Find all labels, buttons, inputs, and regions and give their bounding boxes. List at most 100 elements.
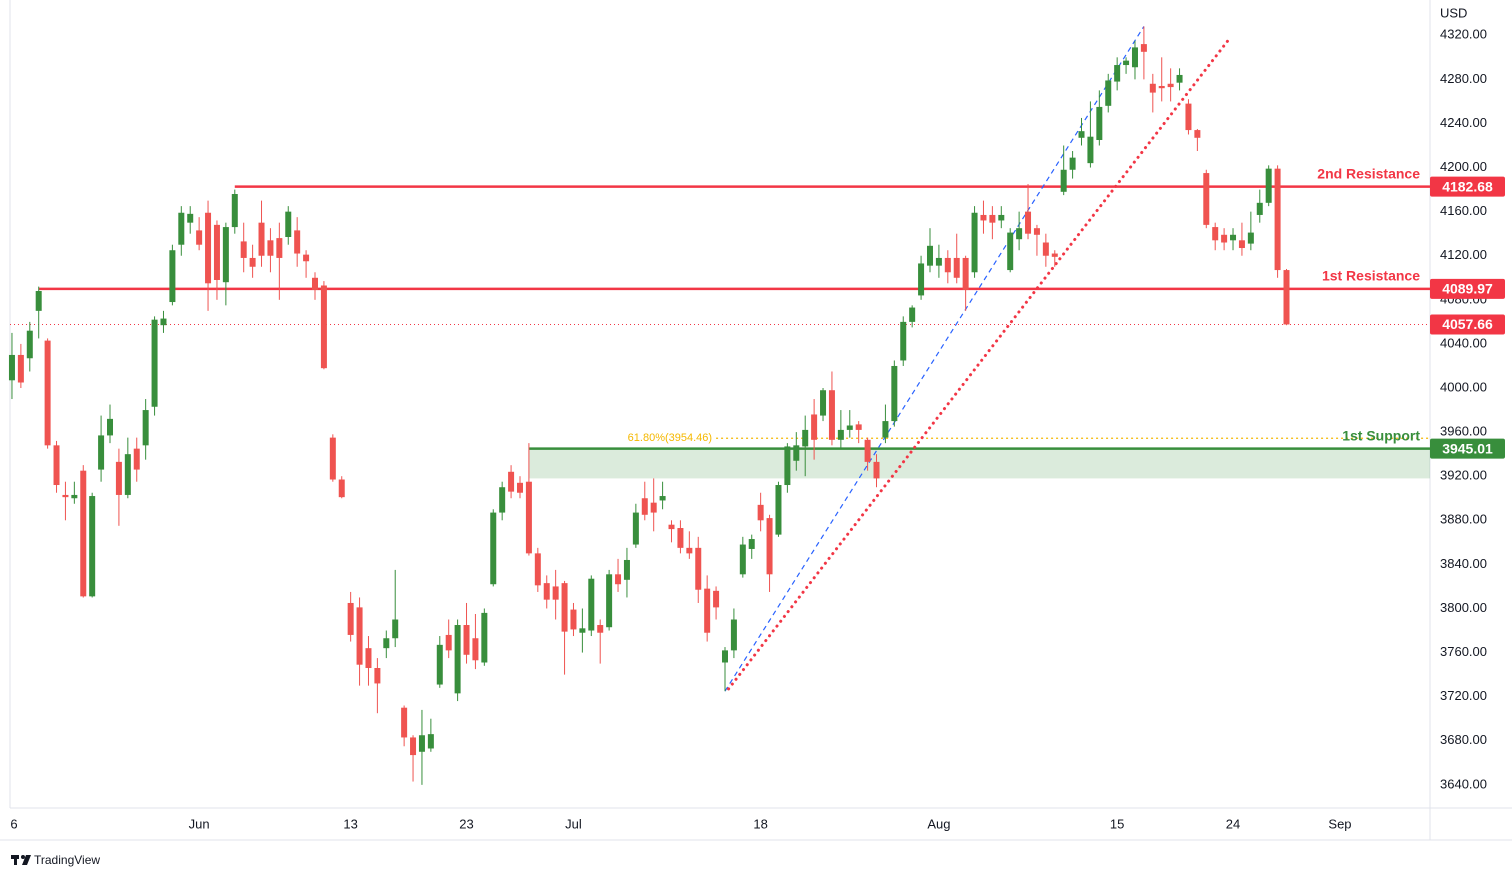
candle-body <box>26 330 33 359</box>
candle-body <box>953 257 960 278</box>
y-tick-label: 4120.00 <box>1440 247 1487 262</box>
candle-body <box>677 528 684 548</box>
candle-body <box>267 240 274 256</box>
candle-body <box>1203 173 1210 225</box>
candle-body <box>623 559 630 580</box>
candle-body <box>401 707 408 738</box>
y-tick-label: 3640.00 <box>1440 776 1487 791</box>
candle-body <box>249 257 256 267</box>
brand-logo <box>11 855 31 865</box>
candle-body <box>80 470 87 597</box>
x-tick-label: 23 <box>459 816 473 831</box>
candle-body <box>124 454 131 495</box>
candle-body <box>1212 227 1219 241</box>
candle-body <box>1256 202 1263 215</box>
y-tick-label: 3680.00 <box>1440 732 1487 747</box>
candle-body <box>508 471 515 492</box>
candle-body <box>980 214 987 221</box>
candle-body <box>187 213 194 223</box>
level-value: 4089.97 <box>1442 281 1493 297</box>
candle-body <box>490 512 497 585</box>
currency-label: USD <box>1440 5 1467 20</box>
y-tick-label: 3880.00 <box>1440 512 1487 527</box>
candle-body <box>748 539 755 549</box>
candle-body <box>989 214 996 223</box>
candle-body <box>1194 130 1201 138</box>
candle-body <box>392 619 399 639</box>
candle-body <box>1042 242 1049 256</box>
x-tick-label: 6 <box>10 816 17 831</box>
level-value: 3945.01 <box>1442 440 1493 456</box>
candle-body <box>1185 103 1192 131</box>
level-label: 1st Support <box>1342 427 1420 443</box>
candle-body <box>775 485 782 535</box>
candle-body <box>1033 228 1040 235</box>
candle-body <box>820 390 827 416</box>
candle-body <box>570 609 577 630</box>
candle-body <box>1114 65 1121 82</box>
candle-body <box>784 446 791 486</box>
y-tick-label: 3760.00 <box>1440 644 1487 659</box>
y-tick-label: 4160.00 <box>1440 203 1487 218</box>
candle-body <box>383 638 390 649</box>
candle-body <box>606 574 613 628</box>
candle-body <box>864 439 871 462</box>
candle-body <box>285 211 292 237</box>
candle-body <box>107 418 114 436</box>
candle-body <box>231 194 238 228</box>
x-tick-label: Aug <box>927 816 950 831</box>
candle-body <box>1060 169 1067 192</box>
brand: TradingView <box>34 853 100 867</box>
candle-body <box>534 553 541 586</box>
candle-body <box>588 578 595 631</box>
candle-body <box>98 435 105 470</box>
candle-body <box>213 224 220 280</box>
candle-body <box>721 650 728 663</box>
level-box <box>1430 176 1505 197</box>
fib-label: 61.80%(3954.46) <box>628 432 712 444</box>
candle-body <box>1230 234 1237 241</box>
candle-body <box>704 588 711 633</box>
candle-body <box>481 612 488 663</box>
candle-body <box>1078 131 1085 138</box>
candle-body <box>1158 85 1165 89</box>
candle-body <box>597 625 604 633</box>
candle-body <box>445 634 452 651</box>
candle-body <box>196 230 203 245</box>
candle-body <box>971 212 978 273</box>
candle-body <box>427 734 434 749</box>
candle-body <box>1221 234 1228 243</box>
candle-body <box>53 445 60 486</box>
candle-body <box>615 574 622 585</box>
candle-body <box>828 390 835 440</box>
candle-body <box>71 494 78 499</box>
y-tick-label: 3920.00 <box>1440 468 1487 483</box>
candle-body <box>1131 47 1138 68</box>
candle-body <box>846 425 853 430</box>
candle-body <box>713 590 720 608</box>
level-value: 4182.68 <box>1442 178 1493 194</box>
candle-body <box>1123 60 1130 66</box>
x-tick-label: Sep <box>1328 816 1351 831</box>
candle-body <box>89 496 96 597</box>
y-tick-label: 3800.00 <box>1440 600 1487 615</box>
candle-body <box>641 498 648 515</box>
candle-body <box>891 365 898 422</box>
candle-body <box>766 518 773 575</box>
candle-body <box>632 512 639 545</box>
candle-body <box>205 212 212 284</box>
candle-body <box>240 241 247 258</box>
candle-body <box>1025 211 1032 234</box>
candle-body <box>811 414 818 440</box>
level-label: 1st Resistance <box>1322 268 1420 284</box>
y-tick-label: 4280.00 <box>1440 71 1487 86</box>
candle-body <box>454 625 461 694</box>
candle-body <box>258 222 265 256</box>
candle-body <box>472 638 479 661</box>
y-tick-label: 4320.00 <box>1440 27 1487 42</box>
candle-body <box>374 668 381 684</box>
candle-body <box>1167 83 1174 88</box>
